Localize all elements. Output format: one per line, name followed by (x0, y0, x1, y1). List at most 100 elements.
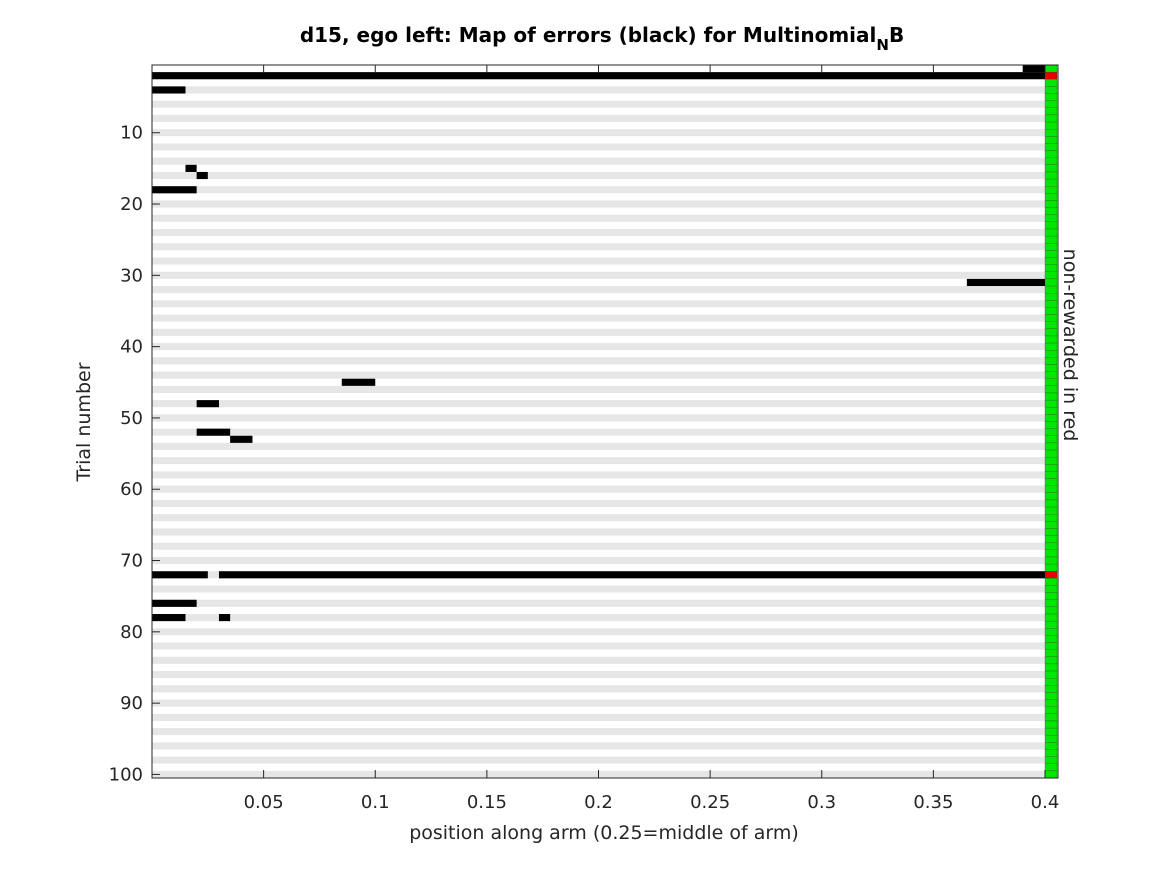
trial-row-background (152, 713, 1045, 721)
rewarded-trial-cell (1044, 713, 1058, 722)
trial-row-background (152, 171, 1045, 180)
rewarded-trial-cell (1044, 164, 1058, 173)
x-tick-label: 0.4 (1031, 792, 1060, 813)
non-rewarded-trial-cell (1044, 571, 1058, 579)
rewarded-trial-cell (1044, 150, 1058, 158)
rewarded-trial-cell (1044, 742, 1058, 750)
trial-row-background (152, 635, 1045, 643)
y-tick-label: 80 (120, 622, 143, 643)
error-segment (341, 378, 376, 386)
trial-row-background (152, 442, 1045, 451)
trial-row-background (152, 578, 1045, 586)
trial-row-background (152, 585, 1045, 593)
error-segment (152, 599, 197, 607)
rewarded-trial-cell (1044, 378, 1058, 387)
trial-row-background (152, 428, 1045, 436)
trial-row-background (152, 407, 1045, 415)
rewarded-trial-cell (1044, 464, 1058, 472)
trial-row-background (152, 364, 1045, 372)
rewarded-trial-cell (1044, 756, 1058, 764)
trial-row-background (152, 293, 1045, 301)
trial-row-background (152, 250, 1045, 258)
rewarded-trial-cell (1044, 606, 1058, 615)
trial-row-background (152, 79, 1045, 87)
reward-strip (1044, 64, 1058, 779)
rewarded-trial-cell (1044, 107, 1058, 116)
rewarded-trial-cell (1044, 350, 1058, 358)
error-segment (196, 400, 219, 408)
rewarded-trial-cell (1044, 243, 1058, 251)
trial-row-background (152, 763, 1045, 771)
chart-title: d15, ego left: Map of errors (black) for… (300, 23, 904, 54)
rewarded-trial-cell (1044, 321, 1058, 329)
rewarded-trial-cell (1044, 535, 1058, 543)
rewarded-trial-cell (1044, 428, 1058, 436)
rewarded-trial-cell (1044, 678, 1058, 686)
trial-row-background (152, 678, 1045, 686)
rewarded-trial-cell (1044, 143, 1058, 151)
trial-row-background (152, 100, 1045, 108)
error-segment (185, 164, 197, 172)
rewarded-trial-cell (1044, 599, 1058, 608)
error-segment (196, 171, 208, 180)
rewarded-trial-cell (1044, 364, 1058, 372)
trial-row-background (152, 649, 1045, 657)
rewarded-trial-cell (1044, 200, 1058, 208)
trial-row-background (152, 564, 1045, 572)
rewarded-trial-cell (1044, 93, 1058, 101)
rewarded-trial-cell (1044, 414, 1058, 422)
trial-row-background (152, 350, 1045, 358)
trial-row-background (152, 200, 1045, 208)
rewarded-trial-cell (1044, 385, 1058, 394)
rewarded-trial-cell (1044, 64, 1058, 73)
trial-row-background (152, 193, 1045, 201)
trial-row-background (152, 435, 1045, 443)
rewarded-trial-cell (1044, 357, 1058, 365)
trial-row-background (152, 257, 1045, 265)
trial-row-background (152, 385, 1045, 393)
rewarded-trial-cell (1044, 492, 1058, 501)
rewarded-trial-cell (1044, 514, 1058, 522)
plot-frame (151, 64, 1059, 779)
chart-title-subscript: N (876, 36, 889, 54)
y-tick-label: 10 (120, 123, 143, 144)
trial-row-background (152, 628, 1045, 636)
rewarded-trial-cell (1044, 692, 1058, 700)
trial-row-background (152, 521, 1045, 529)
rewarded-trial-cell (1044, 699, 1058, 707)
trial-row-background (152, 720, 1045, 729)
rewarded-trial-cell (1044, 264, 1058, 272)
trial-row-background (152, 699, 1045, 707)
trial-row-background (152, 507, 1045, 515)
x-tick-label: 0.2 (584, 792, 613, 813)
trial-row-background (152, 756, 1045, 764)
rewarded-trial-cell (1044, 207, 1058, 215)
rewarded-trial-cell (1044, 521, 1058, 529)
rewarded-trial-cell (1044, 86, 1058, 94)
trial-row-background (152, 378, 1045, 386)
rewarded-trial-cell (1044, 442, 1058, 451)
rewarded-trial-cell (1044, 649, 1058, 657)
rewarded-trial-cell (1044, 250, 1058, 258)
x-tick-label: 0.15 (467, 792, 507, 813)
rewarded-trial-cell (1044, 100, 1058, 108)
trial-row-background (152, 321, 1045, 329)
rewarded-trial-cell (1044, 257, 1058, 265)
rewarded-trial-cell (1044, 157, 1058, 165)
trial-row-background (152, 499, 1045, 508)
error-segment (152, 72, 1045, 80)
right-axis-label: non-rewarded in red (1059, 249, 1081, 442)
trial-row-background (152, 492, 1045, 500)
x-axis-label: position along arm (0.25=middle of arm) (409, 822, 799, 844)
trial-row-background (152, 535, 1045, 543)
rewarded-trial-cell (1044, 193, 1058, 201)
trial-row-background (152, 129, 1045, 137)
y-tick-label: 40 (120, 337, 143, 358)
error-segment (230, 435, 253, 443)
rewarded-trial-cell (1044, 735, 1058, 743)
trial-row-background (152, 514, 1045, 522)
rewarded-trial-cell (1044, 328, 1058, 337)
trial-row-background (152, 86, 1045, 94)
trial-row-background (152, 414, 1045, 422)
trial-row-background (152, 392, 1045, 401)
